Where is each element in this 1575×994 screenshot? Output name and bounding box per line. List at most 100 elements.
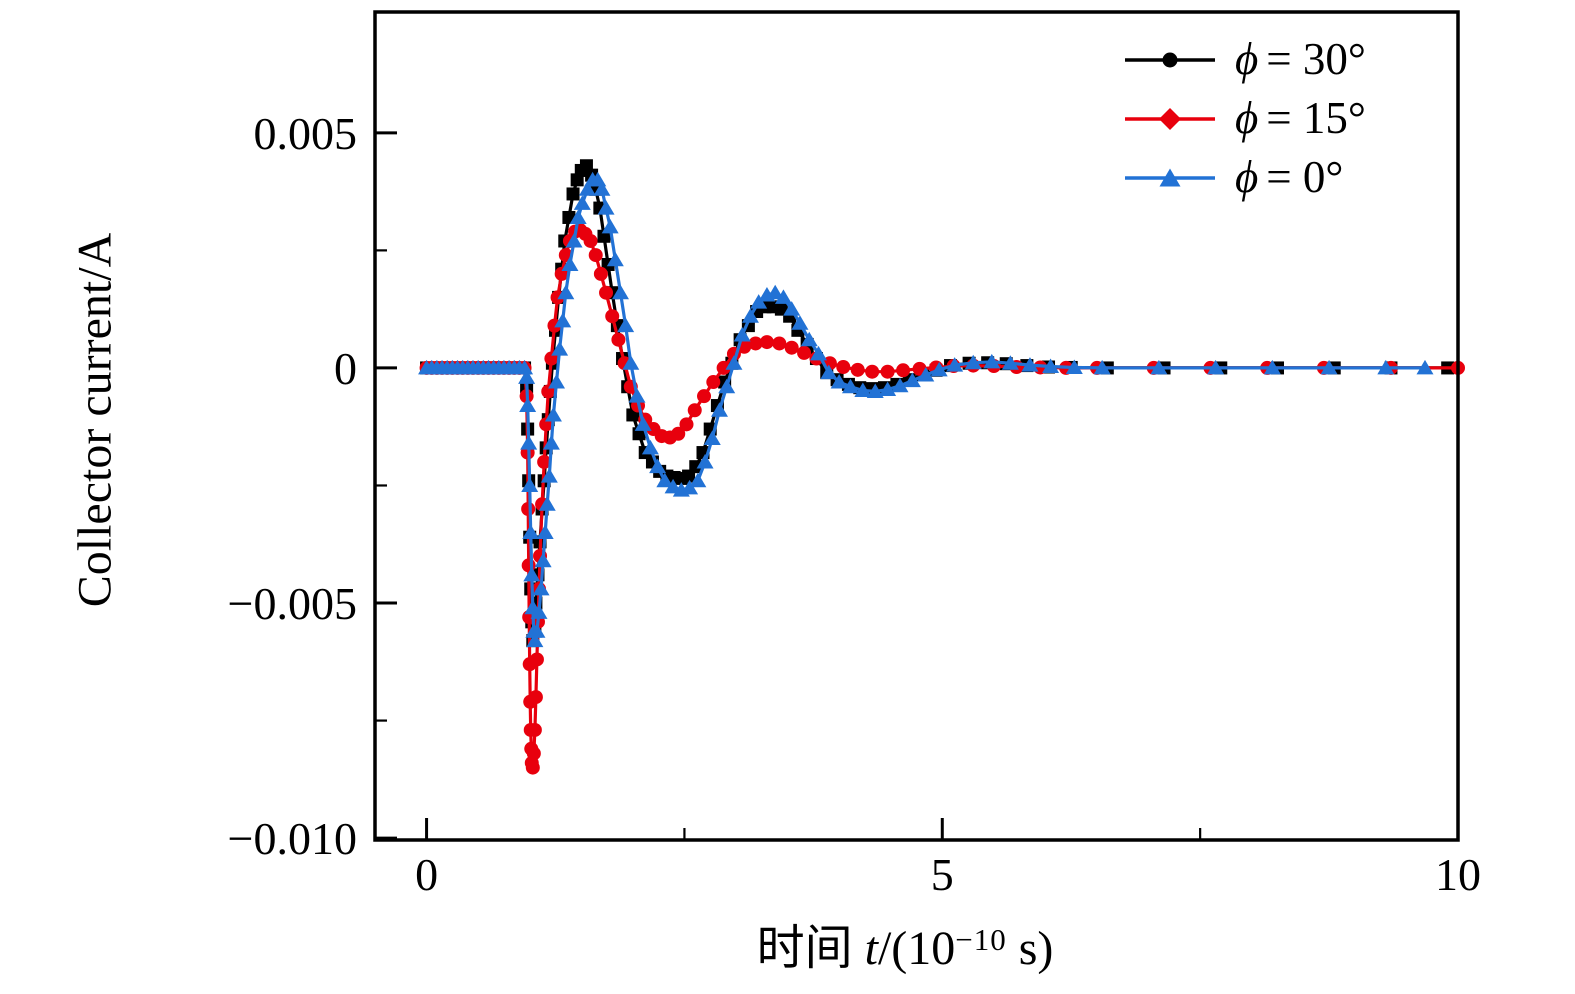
triangle-marker: [520, 435, 538, 450]
triangle-marker: [649, 458, 667, 474]
triangle-marker: [628, 388, 646, 403]
triangle-marker: [718, 378, 736, 394]
circle-marker: [671, 426, 686, 441]
triangle-marker: [532, 580, 550, 596]
x-axis-label-prefix: 时间: [756, 922, 865, 975]
circle-marker: [599, 285, 614, 300]
circle-marker: [593, 266, 608, 281]
circle-marker: [588, 248, 603, 263]
circle-marker: [797, 345, 812, 360]
triangle-marker: [1377, 359, 1395, 375]
triangle-marker: [578, 181, 596, 196]
triangle-marker: [696, 453, 714, 469]
x-axis-label-suffix: s): [1006, 922, 1054, 975]
triangle-marker: [518, 369, 536, 384]
triangle-marker: [530, 604, 548, 619]
square-marker: [566, 187, 580, 201]
triangle-marker: [791, 315, 809, 330]
triangle-marker: [854, 382, 872, 398]
triangle-marker: [983, 353, 1001, 369]
series-line: [426, 178, 1425, 641]
triangle-marker: [523, 566, 541, 582]
triangle-marker: [800, 331, 818, 347]
triangle-marker: [544, 406, 562, 422]
triangle-marker: [569, 209, 587, 224]
triangle-marker: [516, 359, 534, 375]
triangle-marker: [774, 289, 792, 304]
y-tick-label: −0.010: [228, 813, 357, 864]
triangle-marker: [1150, 359, 1168, 375]
circle-marker: [679, 417, 694, 432]
legend-label: ϕ = 30°: [1235, 34, 1366, 84]
x-tick-label: 0: [415, 849, 438, 900]
triangle-marker: [538, 496, 556, 511]
triangle-marker: [810, 345, 828, 361]
triangle-marker: [522, 524, 540, 539]
circle-marker: [865, 364, 880, 379]
legend-key-line-diamond-icon: [1125, 107, 1215, 130]
x-axis-label-open: /(10: [877, 922, 956, 975]
triangle-marker: [606, 251, 624, 267]
circle-marker: [850, 362, 865, 377]
triangle-marker: [964, 354, 982, 370]
y-tick-label: 0: [334, 343, 357, 394]
circle-marker: [521, 501, 536, 516]
triangle-marker: [573, 195, 591, 210]
triangle-marker: [891, 377, 909, 393]
triangle-marker: [565, 232, 583, 248]
triangle-marker: [557, 284, 575, 300]
triangle-marker: [866, 383, 884, 398]
triangle-marker: [656, 472, 674, 488]
triangle-marker: [879, 381, 897, 397]
triangle-marker: [601, 218, 619, 234]
triangle-marker: [641, 439, 659, 455]
triangle-marker: [622, 355, 640, 370]
circle-marker: [706, 375, 721, 390]
triangle-marker: [540, 468, 558, 483]
circle-marker: [748, 336, 763, 351]
triangle-marker: [1093, 359, 1111, 375]
x-tick-label: 5: [931, 849, 954, 900]
triangle-marker: [519, 397, 537, 413]
circle-marker: [784, 340, 799, 355]
x-axis-label-variable: t: [864, 922, 878, 975]
triangle-marker: [917, 366, 935, 382]
triangle-marker: [830, 374, 848, 389]
triangle-marker: [689, 472, 707, 488]
triangle-marker: [617, 317, 635, 333]
series-line: [426, 228, 1458, 768]
triangle-marker: [1416, 359, 1434, 375]
legend-label: ϕ = 0°: [1235, 152, 1344, 202]
triangle-marker: [783, 301, 801, 316]
x-axis-label-exponent: −10: [955, 922, 1007, 958]
circle-marker: [525, 760, 540, 775]
triangle-marker: [1001, 355, 1019, 370]
triangle-marker: [841, 378, 859, 394]
triangle-marker: [1320, 359, 1338, 375]
circle-marker: [896, 363, 911, 378]
x-tick-label: 10: [1435, 849, 1481, 900]
triangle-marker: [561, 256, 579, 271]
x-axis-label: 时间 t/(10−10 s): [757, 908, 1054, 978]
circle-marker: [687, 403, 702, 418]
circle-marker: [772, 336, 787, 351]
legend: ϕ = 30° ϕ = 15° ϕ = 0°: [1125, 30, 1366, 207]
triangle-marker: [526, 632, 544, 648]
circle-marker: [526, 746, 541, 761]
triangle-marker: [521, 477, 539, 492]
circle-marker: [537, 454, 552, 469]
y-tick-label: 0.005: [254, 108, 358, 159]
triangle-marker: [1207, 359, 1225, 375]
triangle-marker: [820, 364, 838, 380]
triangle-marker: [548, 374, 566, 389]
triangle-marker: [946, 357, 964, 372]
y-axis-label: Collector current/A: [68, 232, 122, 608]
triangle-marker: [710, 402, 728, 417]
y-tick-label: −0.005: [228, 578, 357, 629]
circle-marker: [527, 722, 542, 737]
square-marker: [689, 460, 703, 474]
triangle-marker: [1065, 359, 1083, 374]
circle-marker: [611, 332, 626, 347]
